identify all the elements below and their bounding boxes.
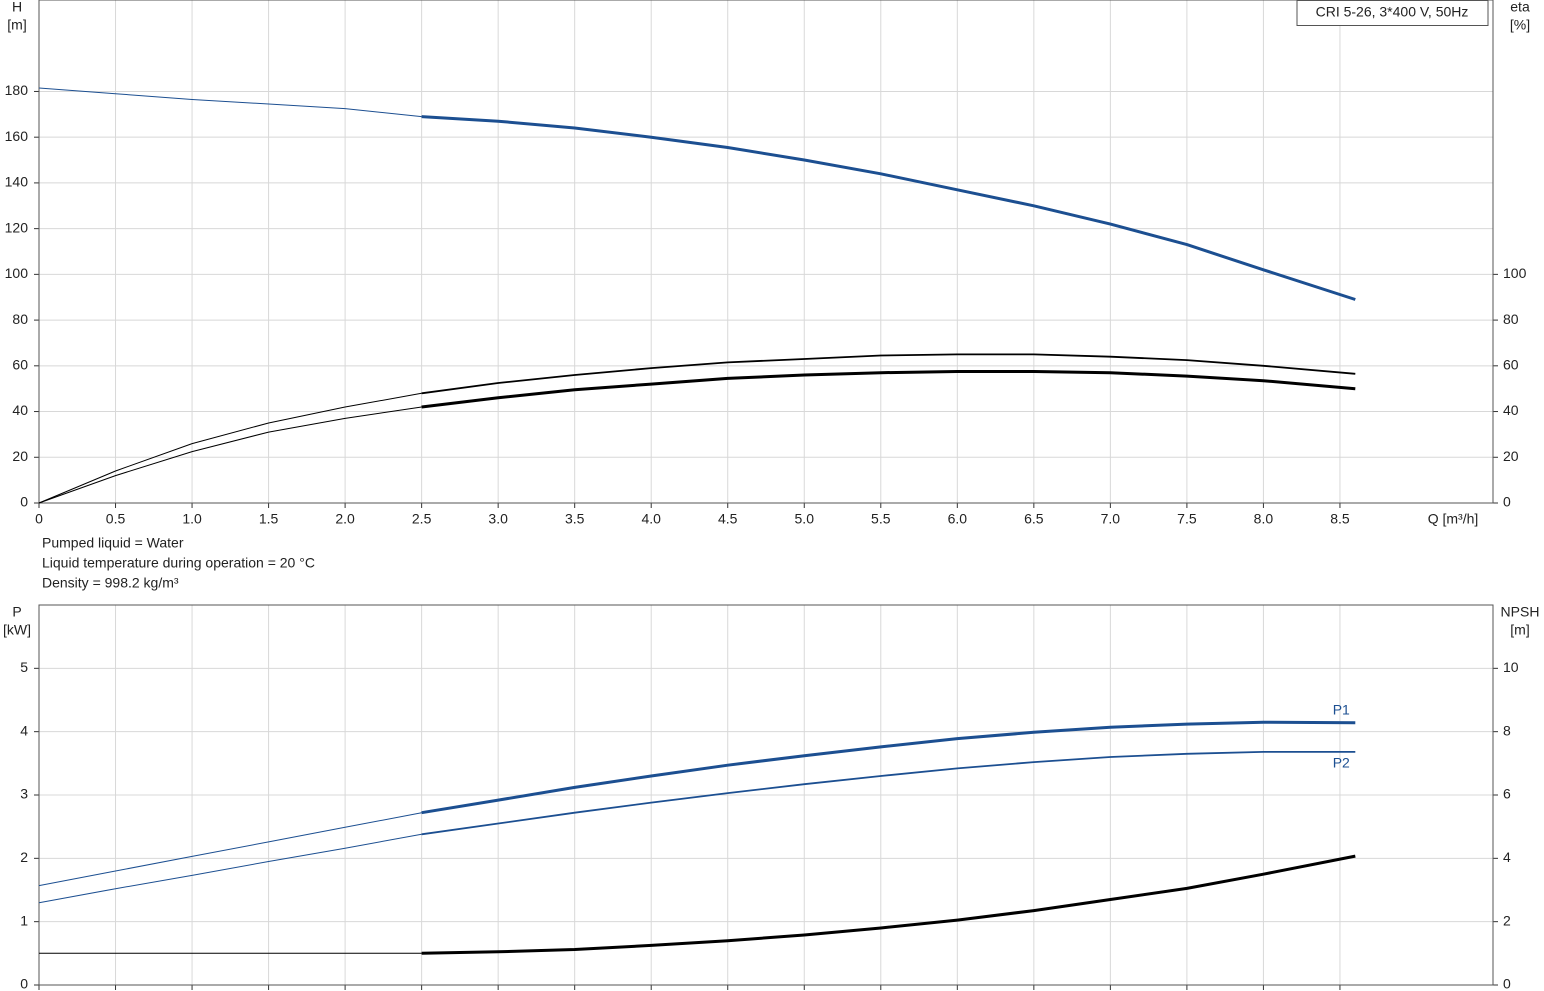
y-axis-label: [kW] [3, 622, 31, 638]
plot-frame [38, 0, 1494, 504]
curve [421, 751, 1356, 836]
x-tick-label: 4.0 [641, 511, 661, 527]
y2-tick-label: 10 [1503, 659, 1519, 675]
curve [421, 854, 1356, 955]
curve [38, 406, 422, 504]
x-tick-label: 0.5 [106, 511, 126, 527]
y-tick-label: 4 [20, 722, 28, 738]
y-tick-label: 100 [5, 265, 29, 281]
x-tick-label: 4.5 [718, 511, 738, 527]
y2-tick-label: 0 [1503, 976, 1511, 991]
y2-tick-label: 40 [1503, 402, 1519, 418]
y-axis-label: [m] [7, 17, 26, 33]
curve [421, 370, 1356, 409]
y2-tick-label: 2 [1503, 912, 1511, 928]
y-tick-label: 1 [20, 912, 28, 928]
note: Pumped liquid = Water [42, 535, 184, 551]
x-tick-label: 7.5 [1177, 511, 1197, 527]
y2-tick-label: 100 [1503, 265, 1527, 281]
y-axis-label: P [12, 604, 21, 620]
x-tick-label: 1.0 [182, 511, 202, 527]
curve [421, 115, 1356, 301]
curve [421, 353, 1356, 395]
y-tick-label: 40 [12, 402, 28, 418]
y2-tick-label: 60 [1503, 357, 1519, 373]
note: Liquid temperature during operation = 20… [42, 555, 315, 571]
y2-tick-label: 8 [1503, 722, 1511, 738]
y-tick-label: 60 [12, 357, 28, 373]
series-label: P2 [1333, 755, 1350, 771]
x-tick-label: 3.0 [488, 511, 508, 527]
x-tick-label: 6.5 [1024, 511, 1044, 527]
x-tick-label: 8.5 [1330, 511, 1350, 527]
x-tick-label: 2.0 [335, 511, 355, 527]
x-tick-label: 0 [35, 511, 43, 527]
y2-axis-label: NPSH [1501, 604, 1540, 620]
x-tick-label: 3.5 [565, 511, 585, 527]
y-tick-label: 3 [20, 786, 28, 802]
y-tick-label: 120 [5, 219, 29, 235]
x-tick-label: 8.0 [1254, 511, 1274, 527]
x-axis-label: Q [m³/h] [1428, 511, 1479, 527]
x-tick-label: 5.5 [871, 511, 891, 527]
y2-tick-label: 6 [1503, 786, 1511, 802]
curve [38, 392, 422, 504]
x-tick-label: 6.0 [948, 511, 968, 527]
y2-tick-label: 80 [1503, 311, 1519, 327]
title-box [1296, 0, 1489, 26]
chart-title: CRI 5-26, 3*400 V, 50Hz [1316, 4, 1469, 20]
curve [38, 812, 422, 887]
series-label: P1 [1333, 702, 1350, 718]
curve [38, 87, 422, 118]
y-tick-label: 5 [20, 659, 28, 675]
y2-axis-label: [%] [1510, 17, 1530, 33]
y2-axis-label: eta [1510, 0, 1530, 15]
y2-tick-label: 4 [1503, 849, 1511, 865]
note: Density = 998.2 kg/m³ [42, 575, 179, 591]
y-tick-label: 2 [20, 849, 28, 865]
y2-tick-label: 20 [1503, 448, 1519, 464]
x-tick-label: 7.0 [1101, 511, 1121, 527]
x-tick-label: 2.5 [412, 511, 432, 527]
y2-axis-label: [m] [1510, 622, 1529, 638]
y-tick-label: 0 [20, 976, 28, 991]
plot-frame [38, 604, 1494, 986]
y-tick-label: 180 [5, 82, 29, 98]
y-tick-label: 160 [5, 128, 29, 144]
y-tick-label: 140 [5, 174, 29, 190]
curve [38, 833, 422, 904]
x-tick-label: 1.5 [259, 511, 279, 527]
y-tick-label: 20 [12, 448, 28, 464]
x-tick-label: 5.0 [795, 511, 815, 527]
y-tick-label: 0 [20, 494, 28, 510]
y2-tick-label: 0 [1503, 494, 1511, 510]
y-tick-label: 80 [12, 311, 28, 327]
y-axis-label: H [12, 0, 22, 15]
curve [421, 720, 1356, 815]
